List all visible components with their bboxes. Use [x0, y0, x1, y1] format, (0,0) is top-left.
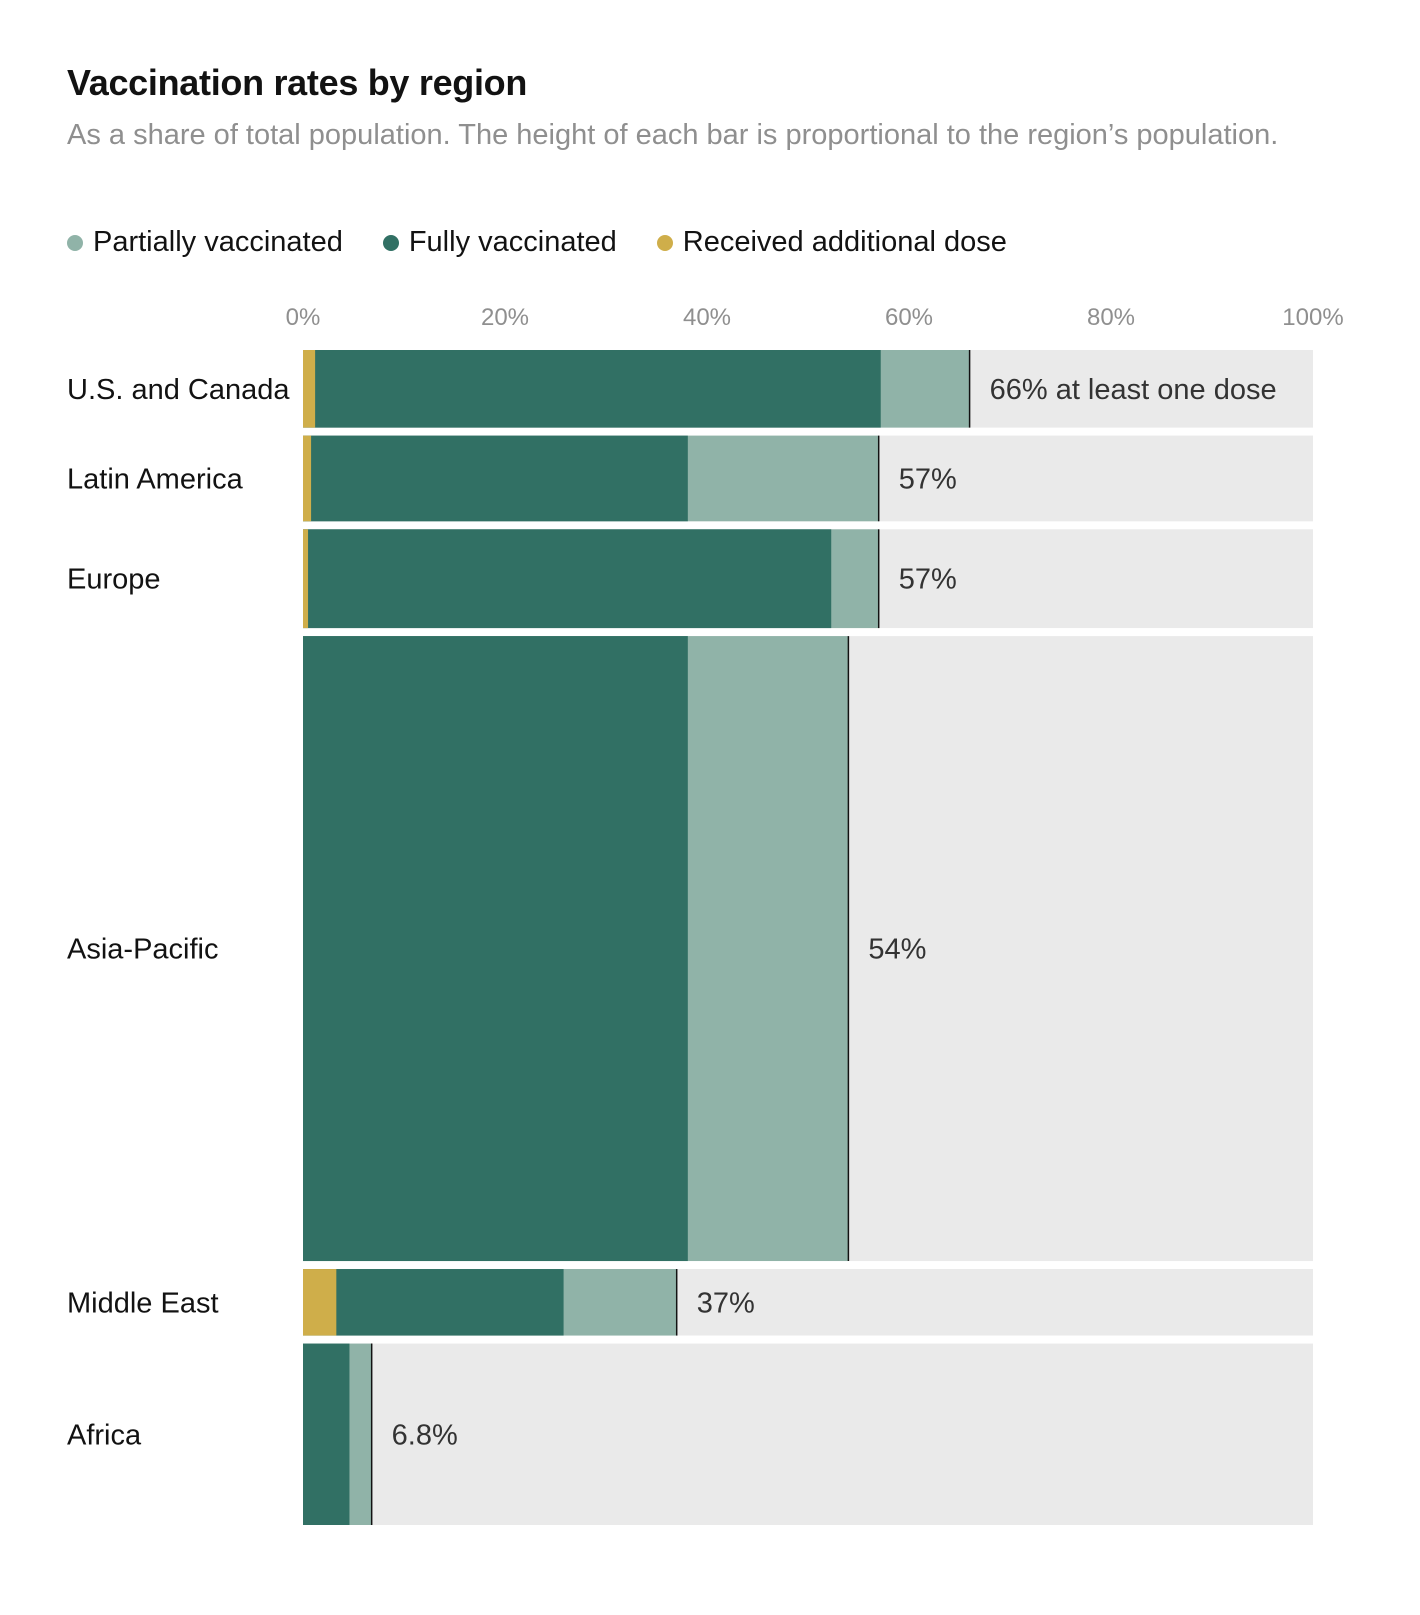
bar-additional-dose: [303, 1269, 337, 1336]
chart-legend: Partially vaccinated Fully vaccinated Re…: [67, 226, 1047, 259]
x-tick-label: 60%: [885, 304, 933, 331]
bar-additional-dose: [303, 529, 309, 629]
legend-item-partially: Partially vaccinated: [67, 226, 343, 259]
x-tick-label: 100%: [1282, 304, 1343, 331]
data-label: 37%: [697, 1287, 755, 1319]
bar-fully-vaccinated: [303, 435, 688, 522]
category-label: Latin America: [67, 463, 244, 495]
legend-item-fully: Fully vaccinated: [382, 226, 617, 259]
data-label: 57%: [899, 564, 957, 596]
legend-label-partially: Partially vaccinated: [93, 226, 343, 258]
category-label: Asia-Pacific: [67, 934, 219, 966]
legend-label-additional: Received additional dose: [682, 226, 1007, 258]
bar-fully-vaccinated: [303, 350, 881, 428]
x-tick-label: 80%: [1087, 304, 1135, 331]
bar-additional-dose: [303, 350, 316, 428]
bar-additional-dose: [303, 435, 312, 522]
data-label: 54%: [868, 934, 926, 966]
bar-fully-vaccinated: [303, 636, 688, 1262]
x-tick-label: 0%: [286, 304, 321, 331]
data-label: 57%: [899, 463, 957, 495]
bar-fully-vaccinated: [303, 1269, 564, 1336]
bar-fully-vaccinated: [303, 1343, 350, 1525]
bar-background: [303, 1343, 1313, 1525]
data-label: 6.8%: [392, 1419, 458, 1451]
x-tick-label: 20%: [481, 304, 529, 331]
data-label: 66% at least one dose: [990, 374, 1277, 406]
category-label: Africa: [67, 1419, 142, 1451]
category-label: U.S. and Canada: [67, 374, 290, 406]
legend-swatch-fully: [382, 234, 399, 251]
chart-title: Vaccination rates by region: [67, 62, 528, 103]
chart-subtitle: As a share of total population. The heig…: [67, 119, 1279, 151]
category-label: Middle East: [67, 1287, 219, 1319]
legend-item-additional: Received additional dose: [656, 226, 1007, 259]
legend-label-fully: Fully vaccinated: [408, 226, 617, 258]
legend-swatch-partially: [67, 234, 83, 251]
x-tick-label: 40%: [683, 304, 731, 331]
bar-fully-vaccinated: [303, 529, 832, 629]
legend-swatch-additional: [656, 234, 673, 251]
category-label: Europe: [67, 564, 161, 596]
